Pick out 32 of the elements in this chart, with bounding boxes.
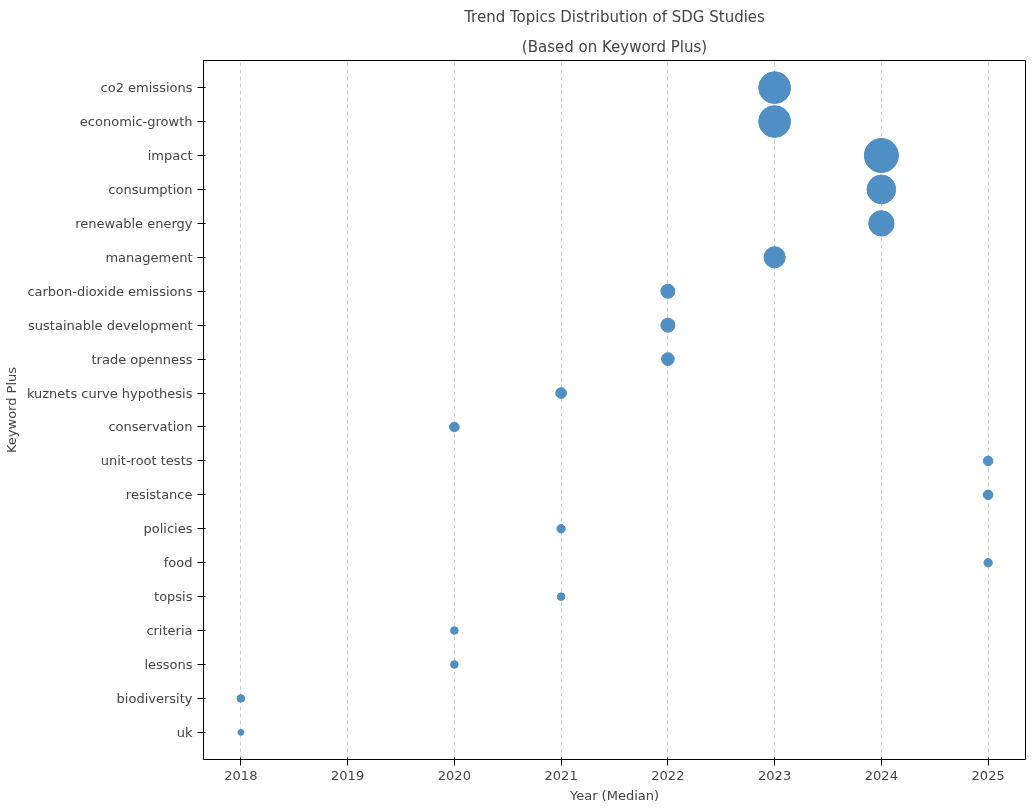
y-tick-label: renewable energy xyxy=(75,215,193,231)
x-tick-label: 2021 xyxy=(544,767,578,783)
y-tick-label: conservation xyxy=(108,419,193,435)
y-tick-label: trade openness xyxy=(91,351,193,367)
x-tick-label: 2022 xyxy=(651,767,685,783)
y-tick-label: consumption xyxy=(108,181,193,197)
y-tick-label: impact xyxy=(147,148,193,164)
x-tick-label: 2023 xyxy=(758,767,792,783)
y-tick-label: food xyxy=(163,555,193,571)
y-tick-label: sustainable development xyxy=(28,317,193,333)
y-tick-label: co2 emissions xyxy=(100,80,193,96)
y-tick-label: management xyxy=(105,249,193,265)
x-tick-label: 2018 xyxy=(224,767,258,783)
y-tick-label: lessons xyxy=(144,656,193,672)
x-tick-label: 2024 xyxy=(864,767,898,783)
x-tick-label: 2020 xyxy=(437,767,471,783)
y-axis-title: Keyword Plus xyxy=(3,366,19,454)
y-tick-label: resistance xyxy=(125,487,193,503)
y-tick-label: criteria xyxy=(146,623,193,639)
x-axis-title: Year (Median) xyxy=(568,787,660,803)
y-tick-label: carbon-dioxide emissions xyxy=(27,283,193,299)
x-tick-label: 2025 xyxy=(971,767,1005,783)
y-tick-label: economic-growth xyxy=(79,114,193,130)
chart-title: Trend Topics Distribution of SDG Studies xyxy=(463,7,766,26)
x-tick-label: 2019 xyxy=(331,767,365,783)
y-tick-label: topsis xyxy=(154,589,193,605)
chart-subtitle: (Based on Keyword Plus) xyxy=(521,37,708,56)
y-tick-label: kuznets curve hypothesis xyxy=(26,385,193,401)
y-tick-label: biodiversity xyxy=(116,690,193,706)
y-tick-label: policies xyxy=(143,521,193,537)
y-tick-label: unit-root tests xyxy=(100,453,193,469)
y-tick-label: uk xyxy=(176,724,193,740)
